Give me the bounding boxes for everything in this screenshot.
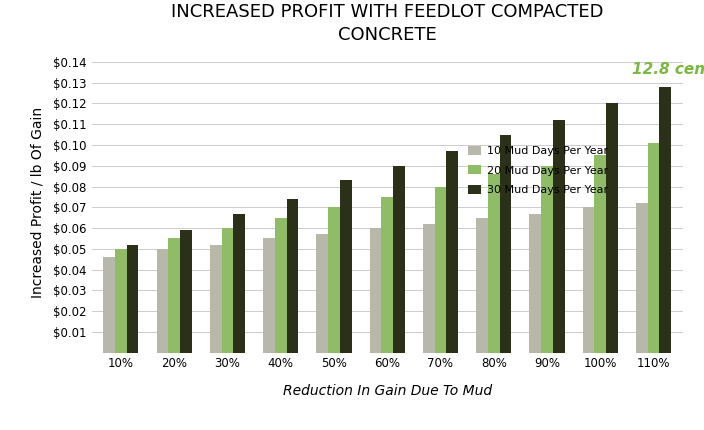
Bar	[393, 166, 405, 353]
Bar	[127, 245, 139, 353]
Bar	[115, 249, 127, 353]
Bar	[434, 187, 446, 353]
Bar	[529, 214, 541, 353]
Bar	[488, 174, 500, 353]
Text: 12.8 cents!: 12.8 cents!	[632, 62, 704, 77]
Y-axis label: Increased Profit / lb Of Gain: Increased Profit / lb Of Gain	[31, 107, 44, 298]
Bar	[275, 218, 287, 353]
X-axis label: Reduction In Gain Due To Mud: Reduction In Gain Due To Mud	[282, 384, 492, 398]
Bar	[648, 143, 660, 353]
Bar	[370, 228, 382, 353]
Bar	[156, 249, 168, 353]
Title: INCREASED PROFIT WITH FEEDLOT COMPACTED
CONCRETE: INCREASED PROFIT WITH FEEDLOT COMPACTED …	[171, 3, 603, 44]
Bar	[328, 207, 340, 353]
Bar	[660, 87, 671, 353]
Bar	[541, 166, 553, 353]
Bar	[636, 203, 648, 353]
Bar	[382, 197, 393, 353]
Bar	[233, 214, 245, 353]
Bar	[583, 207, 594, 353]
Bar	[263, 238, 275, 353]
Legend: 10 Mud Days Per Year, 20 Mud Days Per Year, 30 Mud Days Per Year: 10 Mud Days Per Year, 20 Mud Days Per Ye…	[464, 141, 612, 200]
Bar	[553, 120, 565, 353]
Bar	[168, 238, 180, 353]
Bar	[316, 234, 328, 353]
Bar	[340, 180, 351, 353]
Bar	[606, 104, 618, 353]
Bar	[210, 245, 222, 353]
Bar	[222, 228, 233, 353]
Bar	[476, 218, 488, 353]
Bar	[594, 155, 606, 353]
Bar	[287, 199, 298, 353]
Bar	[423, 224, 434, 353]
Bar	[446, 151, 458, 353]
Bar	[103, 257, 115, 353]
Bar	[500, 135, 511, 353]
Bar	[180, 230, 191, 353]
